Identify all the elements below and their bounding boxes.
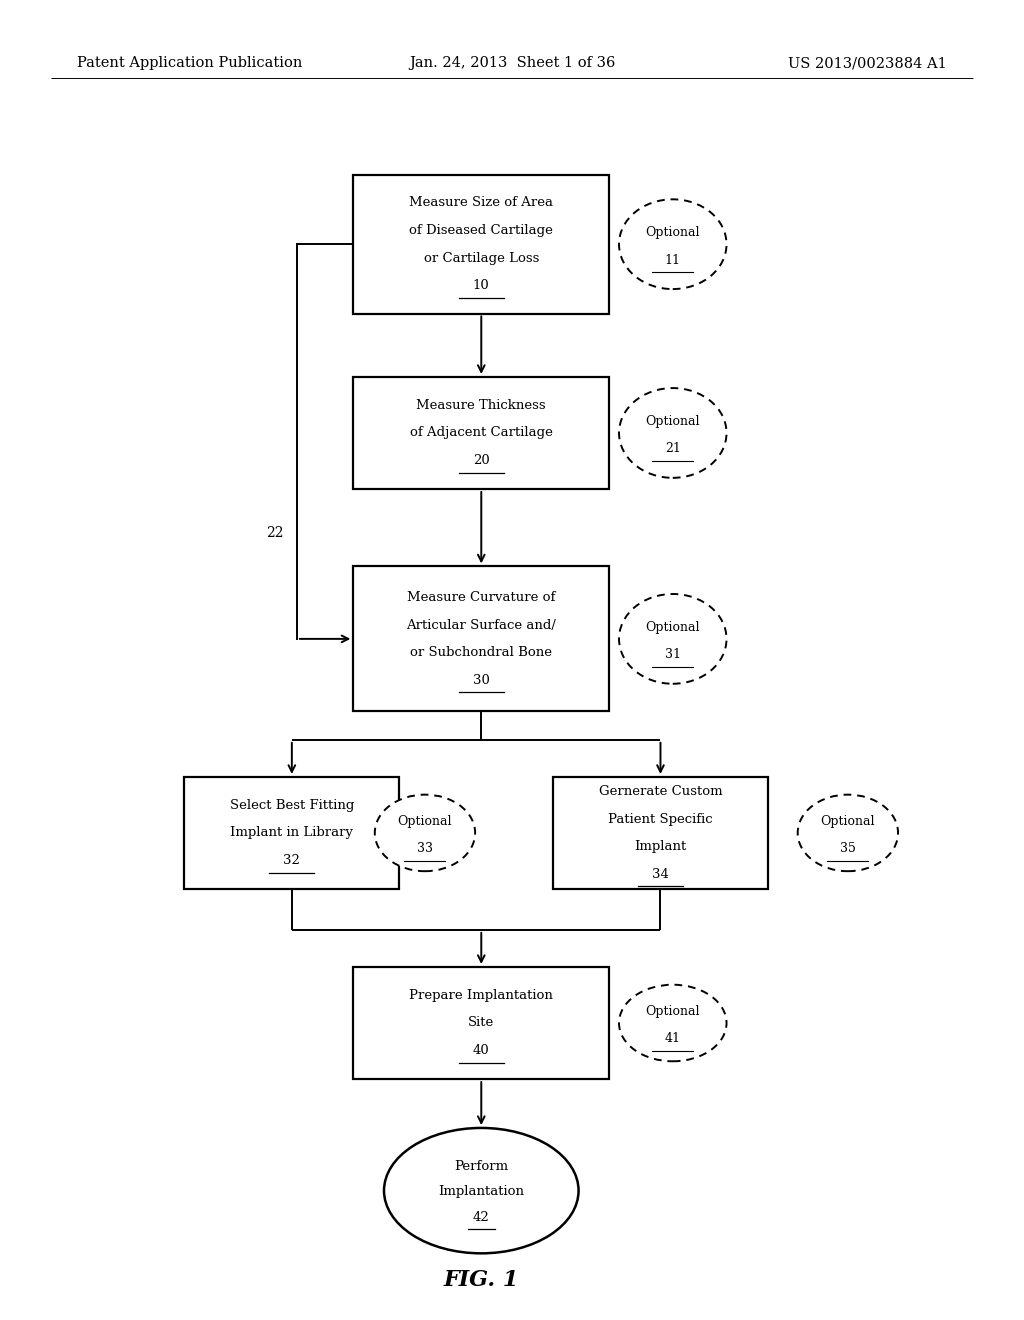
Text: 35: 35 (840, 842, 856, 855)
FancyBboxPatch shape (553, 776, 768, 890)
FancyBboxPatch shape (184, 776, 399, 890)
Ellipse shape (618, 199, 727, 289)
Text: Optional: Optional (397, 814, 453, 828)
Text: 31: 31 (665, 648, 681, 661)
Text: or Cartilage Loss: or Cartilage Loss (424, 252, 539, 264)
Text: 32: 32 (284, 854, 300, 867)
Text: or Subchondral Bone: or Subchondral Bone (411, 647, 552, 659)
Text: Perform: Perform (455, 1160, 508, 1173)
Text: 21: 21 (665, 442, 681, 455)
Text: 30: 30 (473, 675, 489, 686)
Ellipse shape (618, 985, 727, 1061)
Text: Site: Site (468, 1016, 495, 1030)
Text: Select Best Fitting: Select Best Fitting (229, 799, 354, 812)
Text: of Diseased Cartilage: of Diseased Cartilage (410, 224, 553, 236)
Ellipse shape (798, 795, 898, 871)
Text: Patent Application Publication: Patent Application Publication (77, 57, 302, 70)
Text: Implantation: Implantation (438, 1185, 524, 1199)
Ellipse shape (618, 388, 727, 478)
Ellipse shape (384, 1127, 579, 1254)
Text: Measure Thickness: Measure Thickness (417, 399, 546, 412)
Text: Optional: Optional (645, 226, 700, 239)
Text: 33: 33 (417, 842, 433, 855)
Text: Patient Specific: Patient Specific (608, 813, 713, 825)
Text: FIG. 1: FIG. 1 (443, 1270, 519, 1291)
FancyBboxPatch shape (353, 966, 609, 1080)
Text: Gernerate Custom: Gernerate Custom (599, 785, 722, 797)
Text: Prepare Implantation: Prepare Implantation (410, 989, 553, 1002)
Text: Implant: Implant (634, 841, 687, 853)
FancyBboxPatch shape (353, 176, 609, 314)
Text: of Adjacent Cartilage: of Adjacent Cartilage (410, 426, 553, 440)
Text: 42: 42 (473, 1210, 489, 1224)
Text: 34: 34 (652, 869, 669, 880)
Text: 22: 22 (265, 527, 284, 540)
Text: Optional: Optional (820, 814, 876, 828)
Text: Articular Surface and/: Articular Surface and/ (407, 619, 556, 631)
Text: 41: 41 (665, 1032, 681, 1045)
Text: 11: 11 (665, 253, 681, 267)
Text: Optional: Optional (645, 414, 700, 428)
Text: Optional: Optional (645, 1005, 700, 1018)
Text: Optional: Optional (645, 620, 700, 634)
Text: 10: 10 (473, 280, 489, 292)
Ellipse shape (375, 795, 475, 871)
Text: Measure Curvature of: Measure Curvature of (408, 591, 555, 603)
Text: US 2013/0023884 A1: US 2013/0023884 A1 (788, 57, 947, 70)
FancyBboxPatch shape (353, 378, 609, 488)
Text: 40: 40 (473, 1044, 489, 1057)
Text: Measure Size of Area: Measure Size of Area (410, 197, 553, 209)
Ellipse shape (618, 594, 727, 684)
Text: 20: 20 (473, 454, 489, 467)
Text: Implant in Library: Implant in Library (230, 826, 353, 840)
Text: Jan. 24, 2013  Sheet 1 of 36: Jan. 24, 2013 Sheet 1 of 36 (409, 57, 615, 70)
FancyBboxPatch shape (353, 566, 609, 711)
